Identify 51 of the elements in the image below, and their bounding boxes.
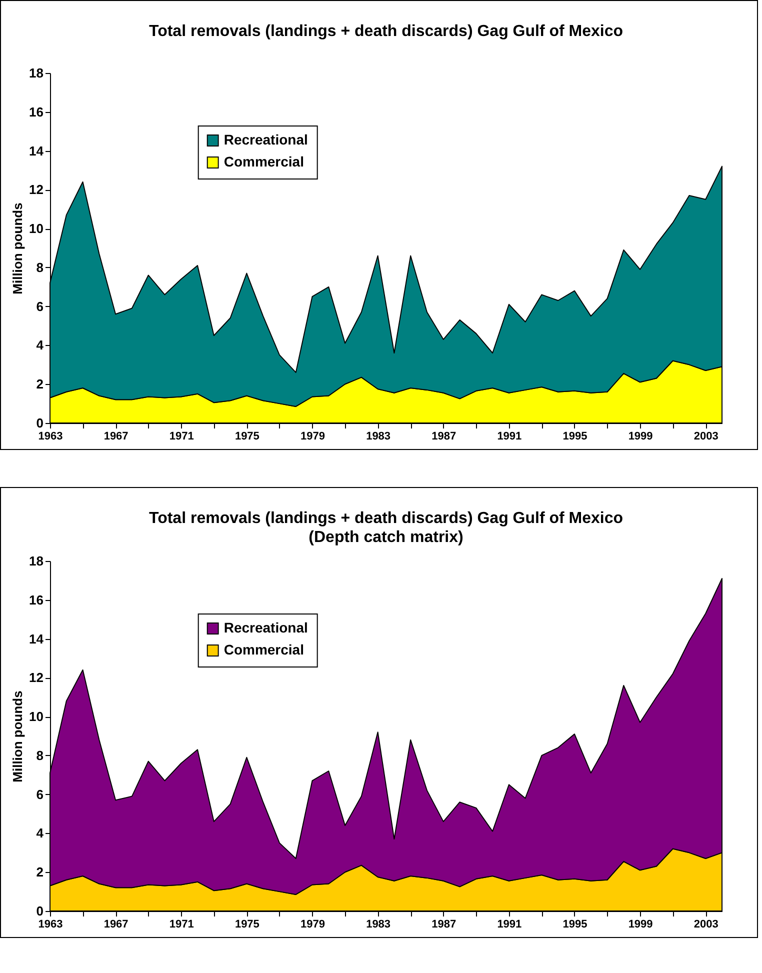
y-tick-label: 12 — [29, 670, 44, 686]
x-tick-label: 1991 — [497, 430, 522, 442]
x-tick-label: 1963 — [38, 918, 63, 930]
y-tick-label: 0 — [36, 416, 44, 430]
y-tick-label: 2 — [36, 864, 44, 880]
y-tick-label: 14 — [29, 143, 44, 158]
y-tick-label: 16 — [29, 592, 44, 608]
x-tick-label: 1979 — [300, 430, 325, 442]
y-tick-label: 10 — [29, 221, 44, 236]
legend-label: Recreational — [224, 132, 308, 148]
y-axis-title: Million pounds — [10, 690, 26, 782]
chart-subtitle: (Depth catch matrix) — [308, 529, 464, 546]
chart-title: Total removals (landings + death discards) Gag Gulf of Mexico — [148, 23, 624, 40]
x-tick-label: 1983 — [366, 430, 391, 442]
y-tick-label: 8 — [36, 748, 44, 763]
x-tick-label: 1967 — [104, 918, 128, 930]
x-tick-label: 1995 — [562, 918, 588, 930]
y-tick-label: 16 — [29, 104, 44, 120]
y-tick-label: 8 — [36, 260, 44, 275]
y-tick-label: 14 — [29, 631, 44, 646]
y-tick-label: 0 — [36, 904, 44, 918]
x-tick-label: 1971 — [169, 430, 194, 442]
x-tick-label: 1975 — [234, 430, 260, 442]
x-tick-label: 1991 — [497, 918, 522, 930]
x-tick-label: 1983 — [366, 918, 391, 930]
x-tick-label: 1995 — [562, 430, 588, 442]
x-tick-label: 1987 — [432, 918, 456, 930]
chart-title: Total removals (landings + death discards) Gag Gulf of Mexico — [148, 510, 624, 527]
legend-label: Recreational — [224, 620, 308, 636]
y-tick-label: 4 — [36, 826, 44, 841]
x-tick-label: 2003 — [694, 430, 718, 442]
legend-label: Commercial — [224, 154, 304, 170]
y-tick-label: 18 — [29, 66, 44, 80]
x-tick-label: 1963 — [38, 430, 63, 442]
x-tick-label: 1979 — [300, 918, 325, 930]
y-tick-label: 4 — [36, 338, 44, 353]
x-tick-label: 1967 — [104, 430, 128, 442]
y-axis-title: Million pounds — [10, 202, 26, 294]
y-tick-label: 2 — [36, 376, 44, 392]
x-tick-label: 1975 — [234, 918, 260, 930]
x-tick-label: 1987 — [432, 430, 456, 442]
x-tick-label: 1999 — [628, 430, 653, 442]
x-tick-label: 1971 — [169, 918, 194, 930]
y-tick-label: 12 — [29, 182, 44, 198]
y-tick-label: 10 — [29, 709, 44, 724]
legend-label: Commercial — [224, 642, 304, 658]
y-tick-label: 6 — [36, 298, 44, 314]
y-tick-label: 18 — [29, 554, 44, 568]
x-tick-label: 1999 — [628, 918, 653, 930]
y-tick-label: 6 — [36, 786, 44, 802]
x-tick-label: 2003 — [694, 918, 718, 930]
